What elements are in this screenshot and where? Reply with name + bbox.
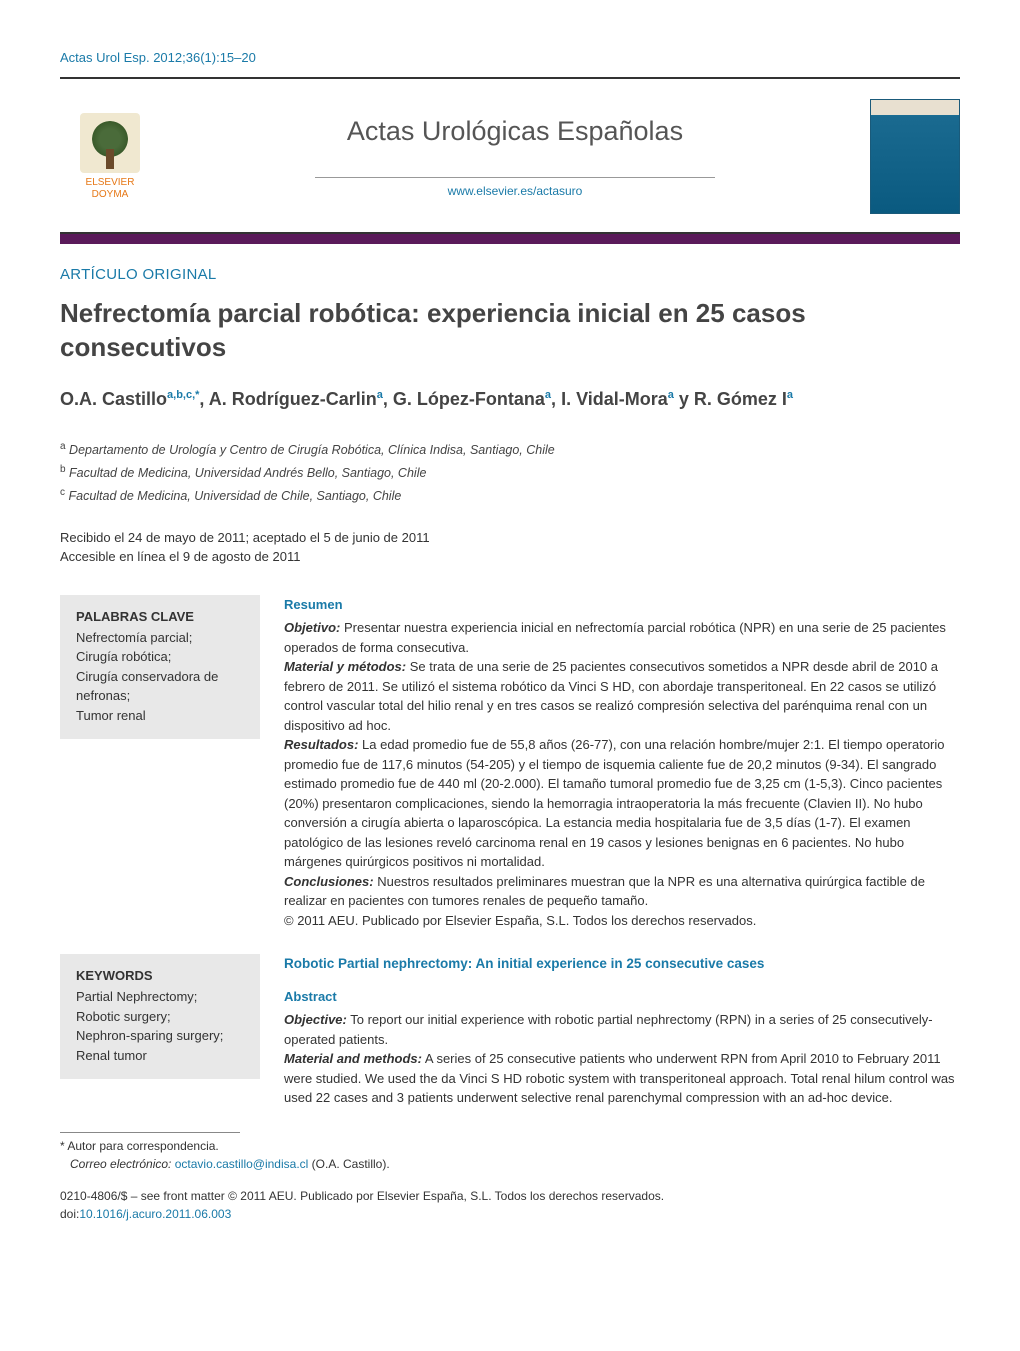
- journal-url[interactable]: www.elsevier.es/actasuro: [315, 177, 715, 198]
- english-article-title: Robotic Partial nephrectomy: An initial …: [284, 954, 960, 974]
- author-2: G. López-Fontanaa: [393, 389, 551, 409]
- email-line: Correo electrónico: octavio.castillo@ind…: [60, 1155, 960, 1173]
- correspondence-note: * Autor para correspondencia.: [60, 1137, 960, 1155]
- journal-title: Actas Urológicas Españolas: [190, 116, 840, 147]
- journal-cover-thumbnail: ACTAS Urológicas Españolas: [870, 99, 960, 214]
- resumen-conclusions: Conclusiones: Nuestros resultados prelim…: [284, 872, 960, 911]
- correspondence-email[interactable]: octavio.castillo@indisa.cl: [175, 1157, 309, 1171]
- publisher-logo: ELSEVIER DOYMA: [60, 113, 160, 201]
- citation-line: Actas Urol Esp. 2012;36(1):15–20: [60, 50, 960, 65]
- english-keywords-list: Partial Nephrectomy; Robotic surgery; Ne…: [76, 987, 244, 1065]
- spanish-abstract-body: Resumen Objetivo: Presentar nuestra expe…: [284, 595, 960, 931]
- abstract-objective: Objective: To report our initial experie…: [284, 1010, 960, 1049]
- author-3: I. Vidal-Moraa: [561, 389, 674, 409]
- abstract-methods: Material and methods: A series of 25 con…: [284, 1049, 960, 1108]
- resumen-heading: Resumen: [284, 595, 960, 615]
- english-keywords-heading: KEYWORDS: [76, 968, 244, 983]
- author-4: R. Gómez Ia: [694, 389, 793, 409]
- accent-bar: [60, 234, 960, 244]
- doi-link[interactable]: 10.1016/j.acuro.2011.06.003: [79, 1207, 231, 1221]
- english-abstract-block: KEYWORDS Partial Nephrectomy; Robotic su…: [60, 954, 960, 1107]
- elsevier-tree-icon: [80, 113, 140, 173]
- spanish-keywords-list: Nefrectomía parcial; Cirugía robótica; C…: [76, 628, 244, 726]
- doi-line: doi:10.1016/j.acuro.2011.06.003: [60, 1205, 960, 1223]
- resumen-results: Resultados: La edad promedio fue de 55,8…: [284, 735, 960, 872]
- english-abstract-body: Robotic Partial nephrectomy: An initial …: [284, 954, 960, 1107]
- english-keywords-box: KEYWORDS Partial Nephrectomy; Robotic su…: [60, 954, 260, 1079]
- article-dates: Recibido el 24 de mayo de 2011; aceptado…: [60, 528, 960, 567]
- spanish-keywords-box: PALABRAS CLAVE Nefrectomía parcial; Ciru…: [60, 595, 260, 740]
- publisher-name: ELSEVIER DOYMA: [86, 177, 135, 201]
- resumen-methods: Material y métodos: Se trata de una seri…: [284, 657, 960, 735]
- affiliations: a Departamento de Urología y Centro de C…: [60, 438, 960, 508]
- journal-header: ELSEVIER DOYMA Actas Urológicas Española…: [60, 77, 960, 234]
- copyright-block: 0210-4806/$ – see front matter © 2011 AE…: [60, 1187, 960, 1223]
- affiliation-b: b Facultad de Medicina, Universidad Andr…: [60, 461, 960, 484]
- journal-title-block: Actas Urológicas Españolas www.elsevier.…: [190, 116, 840, 198]
- spanish-keywords-heading: PALABRAS CLAVE: [76, 609, 244, 624]
- resumen-objective: Objetivo: Presentar nuestra experiencia …: [284, 618, 960, 657]
- authors-line: O.A. Castilloa,b,c,*, A. Rodríguez-Carli…: [60, 389, 960, 410]
- affiliation-a: a Departamento de Urología y Centro de C…: [60, 438, 960, 461]
- article-title: Nefrectomía parcial robótica: experienci…: [60, 297, 960, 365]
- author-0: O.A. Castilloa,b,c,*: [60, 389, 199, 409]
- issn-copyright: 0210-4806/$ – see front matter © 2011 AE…: [60, 1187, 960, 1205]
- online-date: Accesible en línea el 9 de agosto de 201…: [60, 547, 960, 567]
- abstract-heading: Abstract: [284, 987, 960, 1007]
- footnotes: * Autor para correspondencia. Correo ele…: [60, 1137, 960, 1173]
- author-1: A. Rodríguez-Carlina: [209, 389, 383, 409]
- footnote-rule: [60, 1132, 240, 1133]
- affiliation-c: c Facultad de Medicina, Universidad de C…: [60, 484, 960, 507]
- article-type: ARTÍCULO ORIGINAL: [60, 266, 960, 283]
- resumen-copyright: © 2011 AEU. Publicado por Elsevier Españ…: [284, 911, 960, 931]
- spanish-abstract-block: PALABRAS CLAVE Nefrectomía parcial; Ciru…: [60, 595, 960, 931]
- received-accepted-date: Recibido el 24 de mayo de 2011; aceptado…: [60, 528, 960, 548]
